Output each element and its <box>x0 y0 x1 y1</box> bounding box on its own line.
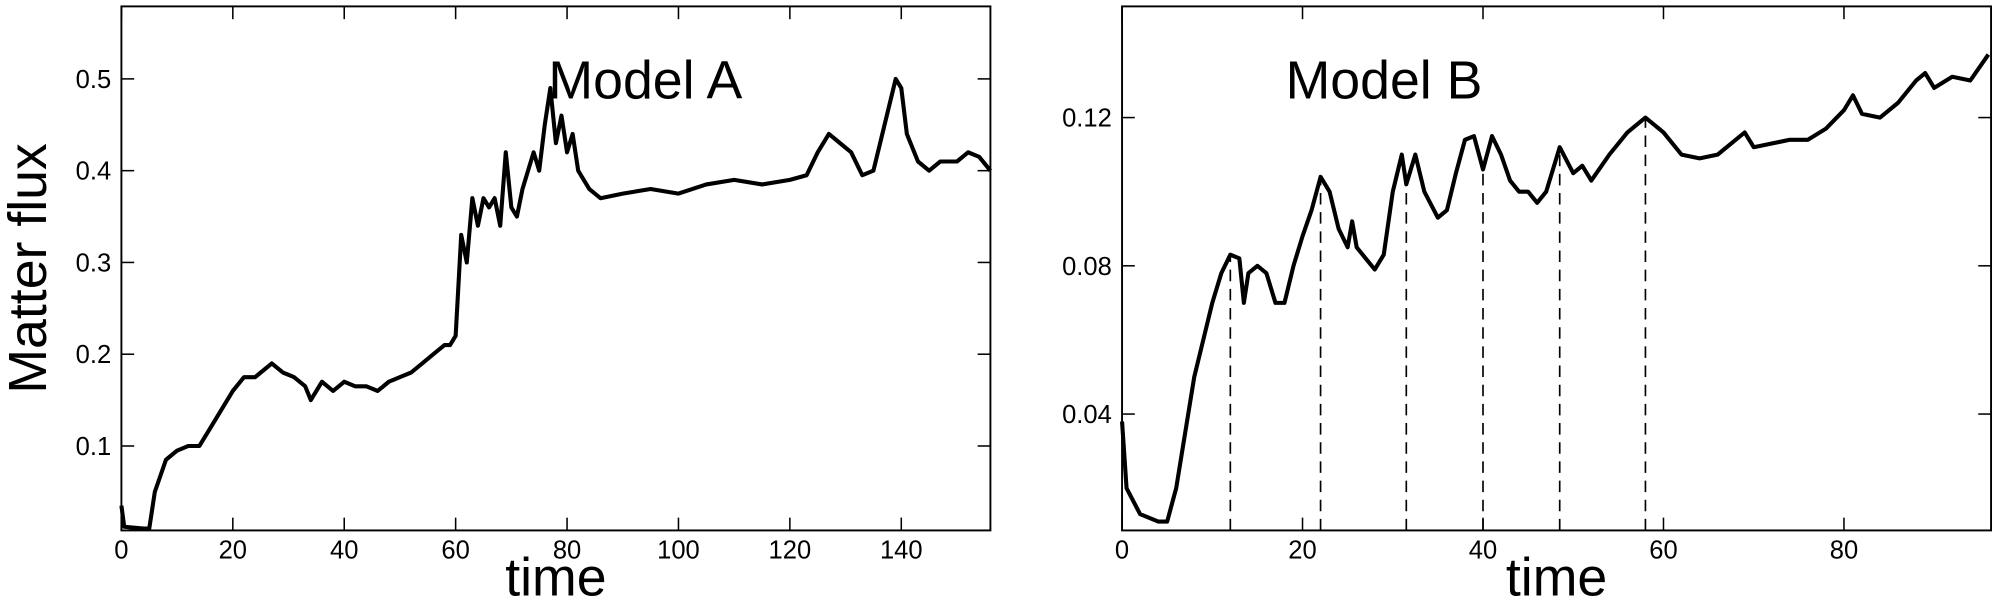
x-tick-label: 40 <box>330 537 358 565</box>
y-tick-label: 0.5 <box>76 66 112 94</box>
data-line <box>1120 53 1991 524</box>
x-tick-label: 120 <box>769 537 812 565</box>
x-tick-label: 40 <box>1469 537 1497 565</box>
y-tick-label: 0.4 <box>76 158 112 186</box>
x-tick-label: 60 <box>1649 537 1677 565</box>
x-tick-label: 60 <box>441 537 469 565</box>
y-tick-label: 0.08 <box>1062 253 1112 281</box>
y-tick-label: 0.2 <box>76 341 112 369</box>
data-line <box>119 76 993 531</box>
y-tick-label: 0.3 <box>76 249 112 277</box>
plot-frame <box>120 5 992 532</box>
model-label: Model A <box>548 50 742 110</box>
x-tick-label: 0 <box>1115 537 1129 565</box>
x-tick-label: 80 <box>1830 537 1858 565</box>
x-tick-label: 20 <box>219 537 247 565</box>
x-axis-label: time <box>505 548 606 602</box>
y-tick-label: 0.04 <box>1062 401 1112 429</box>
x-tick-label: 100 <box>657 537 700 565</box>
plot-frame <box>1121 5 1993 532</box>
x-tick-label: 0 <box>114 537 128 565</box>
x-axis-label: time <box>1506 548 1607 602</box>
y-tick-label: 0.12 <box>1062 105 1112 133</box>
model-label: Model B <box>1286 50 1483 110</box>
y-axis-label: Matter flux <box>0 143 58 394</box>
x-tick-label: 80 <box>553 537 581 565</box>
x-tick-label: 20 <box>1288 537 1316 565</box>
y-tick-label: 0.1 <box>76 433 112 461</box>
x-tick-label: 140 <box>880 537 923 565</box>
